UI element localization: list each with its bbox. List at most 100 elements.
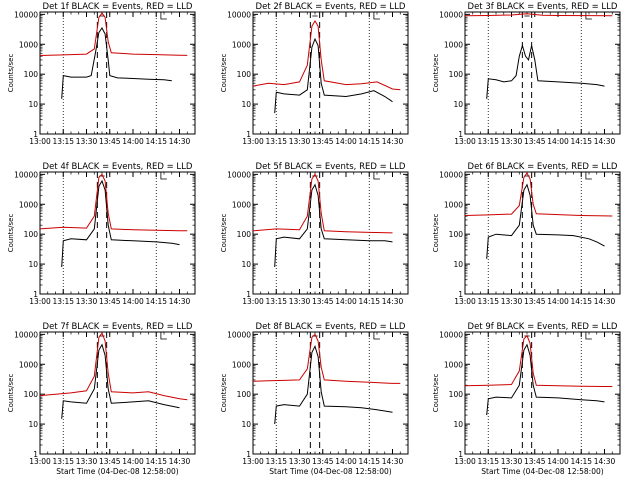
chart-panel-8: Det 8f BLACK = Events, RED = LLD Counts/s… bbox=[220, 322, 409, 476]
x-tick-label: 13:15 bbox=[477, 137, 499, 146]
corner-marker bbox=[585, 12, 592, 20]
x-tick-label: 14:00 bbox=[122, 457, 144, 466]
y-axis-label: Counts/sec bbox=[432, 54, 440, 93]
x-tick-label: 14:00 bbox=[122, 297, 144, 306]
corner-marker bbox=[373, 12, 380, 20]
y-tick-label: 1 bbox=[458, 130, 463, 139]
x-tick-label: 14:30 bbox=[382, 297, 404, 306]
y-tick-label: 1000 bbox=[232, 360, 251, 369]
y-tick-label: 1000 bbox=[444, 360, 463, 369]
x-tick-label: 14:00 bbox=[122, 137, 144, 146]
y-tick-label: 1000 bbox=[19, 200, 38, 209]
x-tick-label: 14:30 bbox=[594, 297, 616, 306]
x-tick-label: 13:15 bbox=[265, 457, 287, 466]
y-tick-label: 100 bbox=[449, 230, 464, 239]
x-tick-label: 13:15 bbox=[52, 457, 74, 466]
x-tick-label: 13:45 bbox=[99, 297, 121, 306]
chart-title: Det 1f BLACK = Events, RED = LLD bbox=[43, 2, 193, 12]
y-tick-label: 1 bbox=[33, 450, 38, 459]
x-tick-label: 14:30 bbox=[169, 137, 191, 146]
corner-marker bbox=[373, 172, 380, 180]
x-tick-label: 14:15 bbox=[358, 297, 380, 306]
y-tick-label: 1000 bbox=[232, 40, 251, 49]
x-tick-label: 13:30 bbox=[76, 297, 98, 306]
y-tick-label: 10000 bbox=[14, 330, 38, 339]
y-tick-label: 1 bbox=[458, 290, 463, 299]
chart-panel-9: Det 9f BLACK = Events, RED = LLD Counts/s… bbox=[432, 322, 621, 476]
y-tick-label: 10 bbox=[453, 260, 463, 269]
y-tick-label: 10000 bbox=[439, 330, 463, 339]
y-tick-label: 10 bbox=[241, 420, 251, 429]
y-tick-label: 100 bbox=[237, 230, 252, 239]
x-tick-label: 13:45 bbox=[99, 137, 121, 146]
y-tick-label: 100 bbox=[24, 390, 39, 399]
x-tick-label: 14:30 bbox=[594, 137, 616, 146]
y-tick-label: 100 bbox=[237, 390, 252, 399]
x-tick-label: 14:15 bbox=[570, 137, 592, 146]
x-tick-label: 13:00 bbox=[454, 297, 476, 306]
x-axis-label: Start Time (04-Dec-08 12:58:00) bbox=[56, 467, 178, 476]
x-tick-label: 13:00 bbox=[242, 457, 264, 466]
y-axis-label: Counts/sec bbox=[7, 214, 15, 253]
chart-panel-1: Det 1f BLACK = Events, RED = LLD Counts/s… bbox=[7, 2, 196, 146]
x-tick-label: 13:00 bbox=[454, 137, 476, 146]
chart-panel-5: Det 5f BLACK = Events, RED = LLD Counts/s… bbox=[220, 162, 409, 306]
x-tick-label: 13:00 bbox=[242, 297, 264, 306]
x-tick-label: 13:30 bbox=[501, 457, 523, 466]
x-tick-label: 13:15 bbox=[52, 137, 74, 146]
x-tick-label: 13:45 bbox=[524, 297, 546, 306]
y-tick-label: 1000 bbox=[232, 200, 251, 209]
x-tick-label: 14:15 bbox=[570, 297, 592, 306]
y-tick-label: 100 bbox=[237, 70, 252, 79]
y-tick-label: 10000 bbox=[227, 330, 251, 339]
x-tick-label: 13:45 bbox=[524, 457, 546, 466]
x-tick-label: 14:30 bbox=[169, 297, 191, 306]
y-tick-label: 1 bbox=[246, 290, 251, 299]
x-tick-label: 14:30 bbox=[594, 457, 616, 466]
series-line-lld bbox=[252, 20, 401, 91]
series-line-events bbox=[274, 37, 393, 114]
x-tick-label: 14:00 bbox=[335, 297, 357, 306]
corner-marker bbox=[160, 332, 167, 340]
series-line-lld bbox=[252, 333, 401, 384]
series-line-lld bbox=[464, 172, 613, 217]
x-tick-label: 14:15 bbox=[570, 457, 592, 466]
x-tick-label: 13:30 bbox=[289, 457, 311, 466]
y-tick-label: 1000 bbox=[19, 40, 38, 49]
y-tick-label: 10 bbox=[28, 420, 38, 429]
corner-marker bbox=[585, 332, 592, 340]
x-tick-label: 13:15 bbox=[52, 297, 74, 306]
corner-marker bbox=[373, 332, 380, 340]
y-axis-label: Counts/sec bbox=[220, 214, 228, 253]
series-line-events bbox=[486, 183, 605, 259]
y-tick-label: 10 bbox=[453, 420, 463, 429]
y-tick-label: 10000 bbox=[439, 10, 463, 19]
x-tick-label: 14:15 bbox=[358, 137, 380, 146]
y-tick-label: 10 bbox=[241, 100, 251, 109]
y-tick-label: 100 bbox=[24, 230, 39, 239]
y-tick-label: 1000 bbox=[444, 200, 463, 209]
x-tick-label: 13:30 bbox=[501, 137, 523, 146]
x-tick-label: 13:45 bbox=[524, 137, 546, 146]
y-tick-label: 10000 bbox=[227, 170, 251, 179]
chart-title: Det 2f BLACK = Events, RED = LLD bbox=[256, 2, 406, 12]
x-tick-label: 13:15 bbox=[265, 297, 287, 306]
y-tick-label: 1 bbox=[33, 290, 38, 299]
x-tick-label: 14:00 bbox=[547, 457, 569, 466]
series-line-events bbox=[61, 27, 172, 99]
x-tick-label: 13:45 bbox=[312, 457, 334, 466]
chart-title: Det 4f BLACK = Events, RED = LLD bbox=[43, 162, 193, 172]
chart-title: Det 7f BLACK = Events, RED = LLD bbox=[43, 322, 193, 332]
chart-panel-4: Det 4f BLACK = Events, RED = LLD Counts/s… bbox=[7, 162, 196, 306]
y-tick-label: 10000 bbox=[227, 10, 251, 19]
chart-title: Det 3f BLACK = Events, RED = LLD bbox=[468, 2, 618, 12]
series-line-lld bbox=[39, 332, 188, 401]
series-line-lld bbox=[464, 13, 613, 17]
y-axis-label: Counts/sec bbox=[7, 374, 15, 413]
series-line-lld bbox=[39, 12, 188, 56]
y-tick-label: 10000 bbox=[14, 10, 38, 19]
x-tick-label: 14:30 bbox=[382, 457, 404, 466]
x-tick-label: 13:15 bbox=[477, 457, 499, 466]
y-tick-label: 1 bbox=[246, 130, 251, 139]
